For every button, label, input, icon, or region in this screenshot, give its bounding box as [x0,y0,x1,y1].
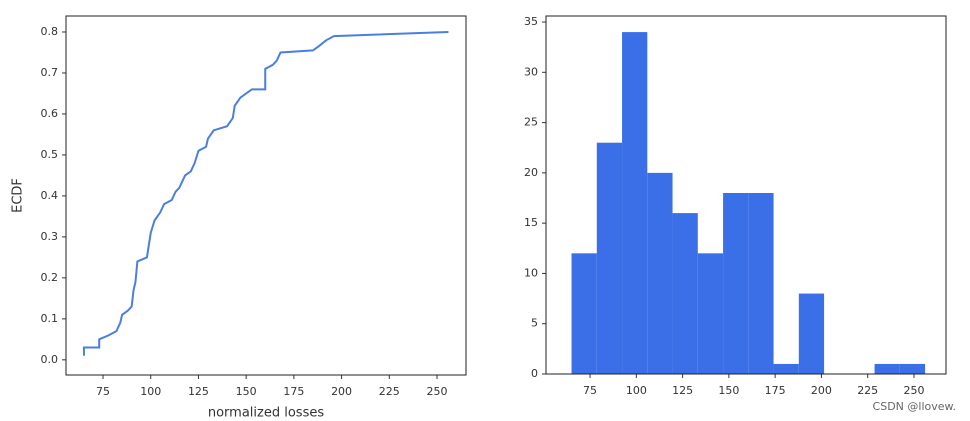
x-tick-label: 150 [236,385,257,398]
x-tick-label: 125 [672,384,693,397]
x-tick-label: 250 [426,385,447,398]
y-tick-label: 20 [524,166,538,179]
y-tick-label: 0.8 [41,25,59,38]
x-tick-label: 175 [765,384,786,397]
bar [874,363,900,374]
bar [798,293,825,374]
y-tick-label: 15 [524,216,538,229]
y-tick-label: 0.1 [41,312,59,325]
bar [647,172,673,374]
y-tick-label: 0.6 [41,107,59,120]
x-tick-label: 225 [379,385,400,398]
bar [697,253,724,374]
x-axis-label: normalized losses [208,406,324,421]
y-tick-label: 0.3 [41,230,59,243]
y-tick-label: 10 [524,266,538,279]
y-tick-label: 0.5 [41,148,59,161]
watermark: CSDN @llovew. [873,400,956,413]
y-tick-label: 0.4 [41,189,59,202]
y-tick-label: 5 [531,317,538,330]
x-tick-label: 175 [283,385,304,398]
bar [773,363,799,374]
x-tick-label: 250 [903,384,924,397]
x-tick-label: 200 [331,385,352,398]
x-tick-label: 75 [96,385,110,398]
x-tick-label: 100 [140,385,161,398]
x-tick-label: 150 [718,384,739,397]
y-tick-label: 30 [524,65,538,78]
x-tick-label: 225 [857,384,878,397]
plot-frame [545,15,947,375]
y-tick-label: 35 [524,15,538,28]
y-tick-label: 0.0 [41,353,59,366]
y-tick-label: 0.2 [41,271,59,284]
x-tick-label: 125 [188,385,209,398]
bar [899,363,926,374]
y-tick-label: 0 [531,367,538,380]
bar [571,253,597,374]
bar [723,192,749,374]
y-tick-label: 25 [524,116,538,129]
bar [622,32,648,375]
bar [672,213,698,374]
bar [596,142,623,374]
y-axis-label: ECDF [11,178,26,213]
bar [748,192,774,374]
y-tick-label: 0.7 [41,66,59,79]
x-tick-label: 200 [811,384,832,397]
x-tick-label: 75 [583,384,597,397]
ecdf-line [82,30,449,356]
plot-frame [65,15,467,376]
x-tick-label: 100 [626,384,647,397]
